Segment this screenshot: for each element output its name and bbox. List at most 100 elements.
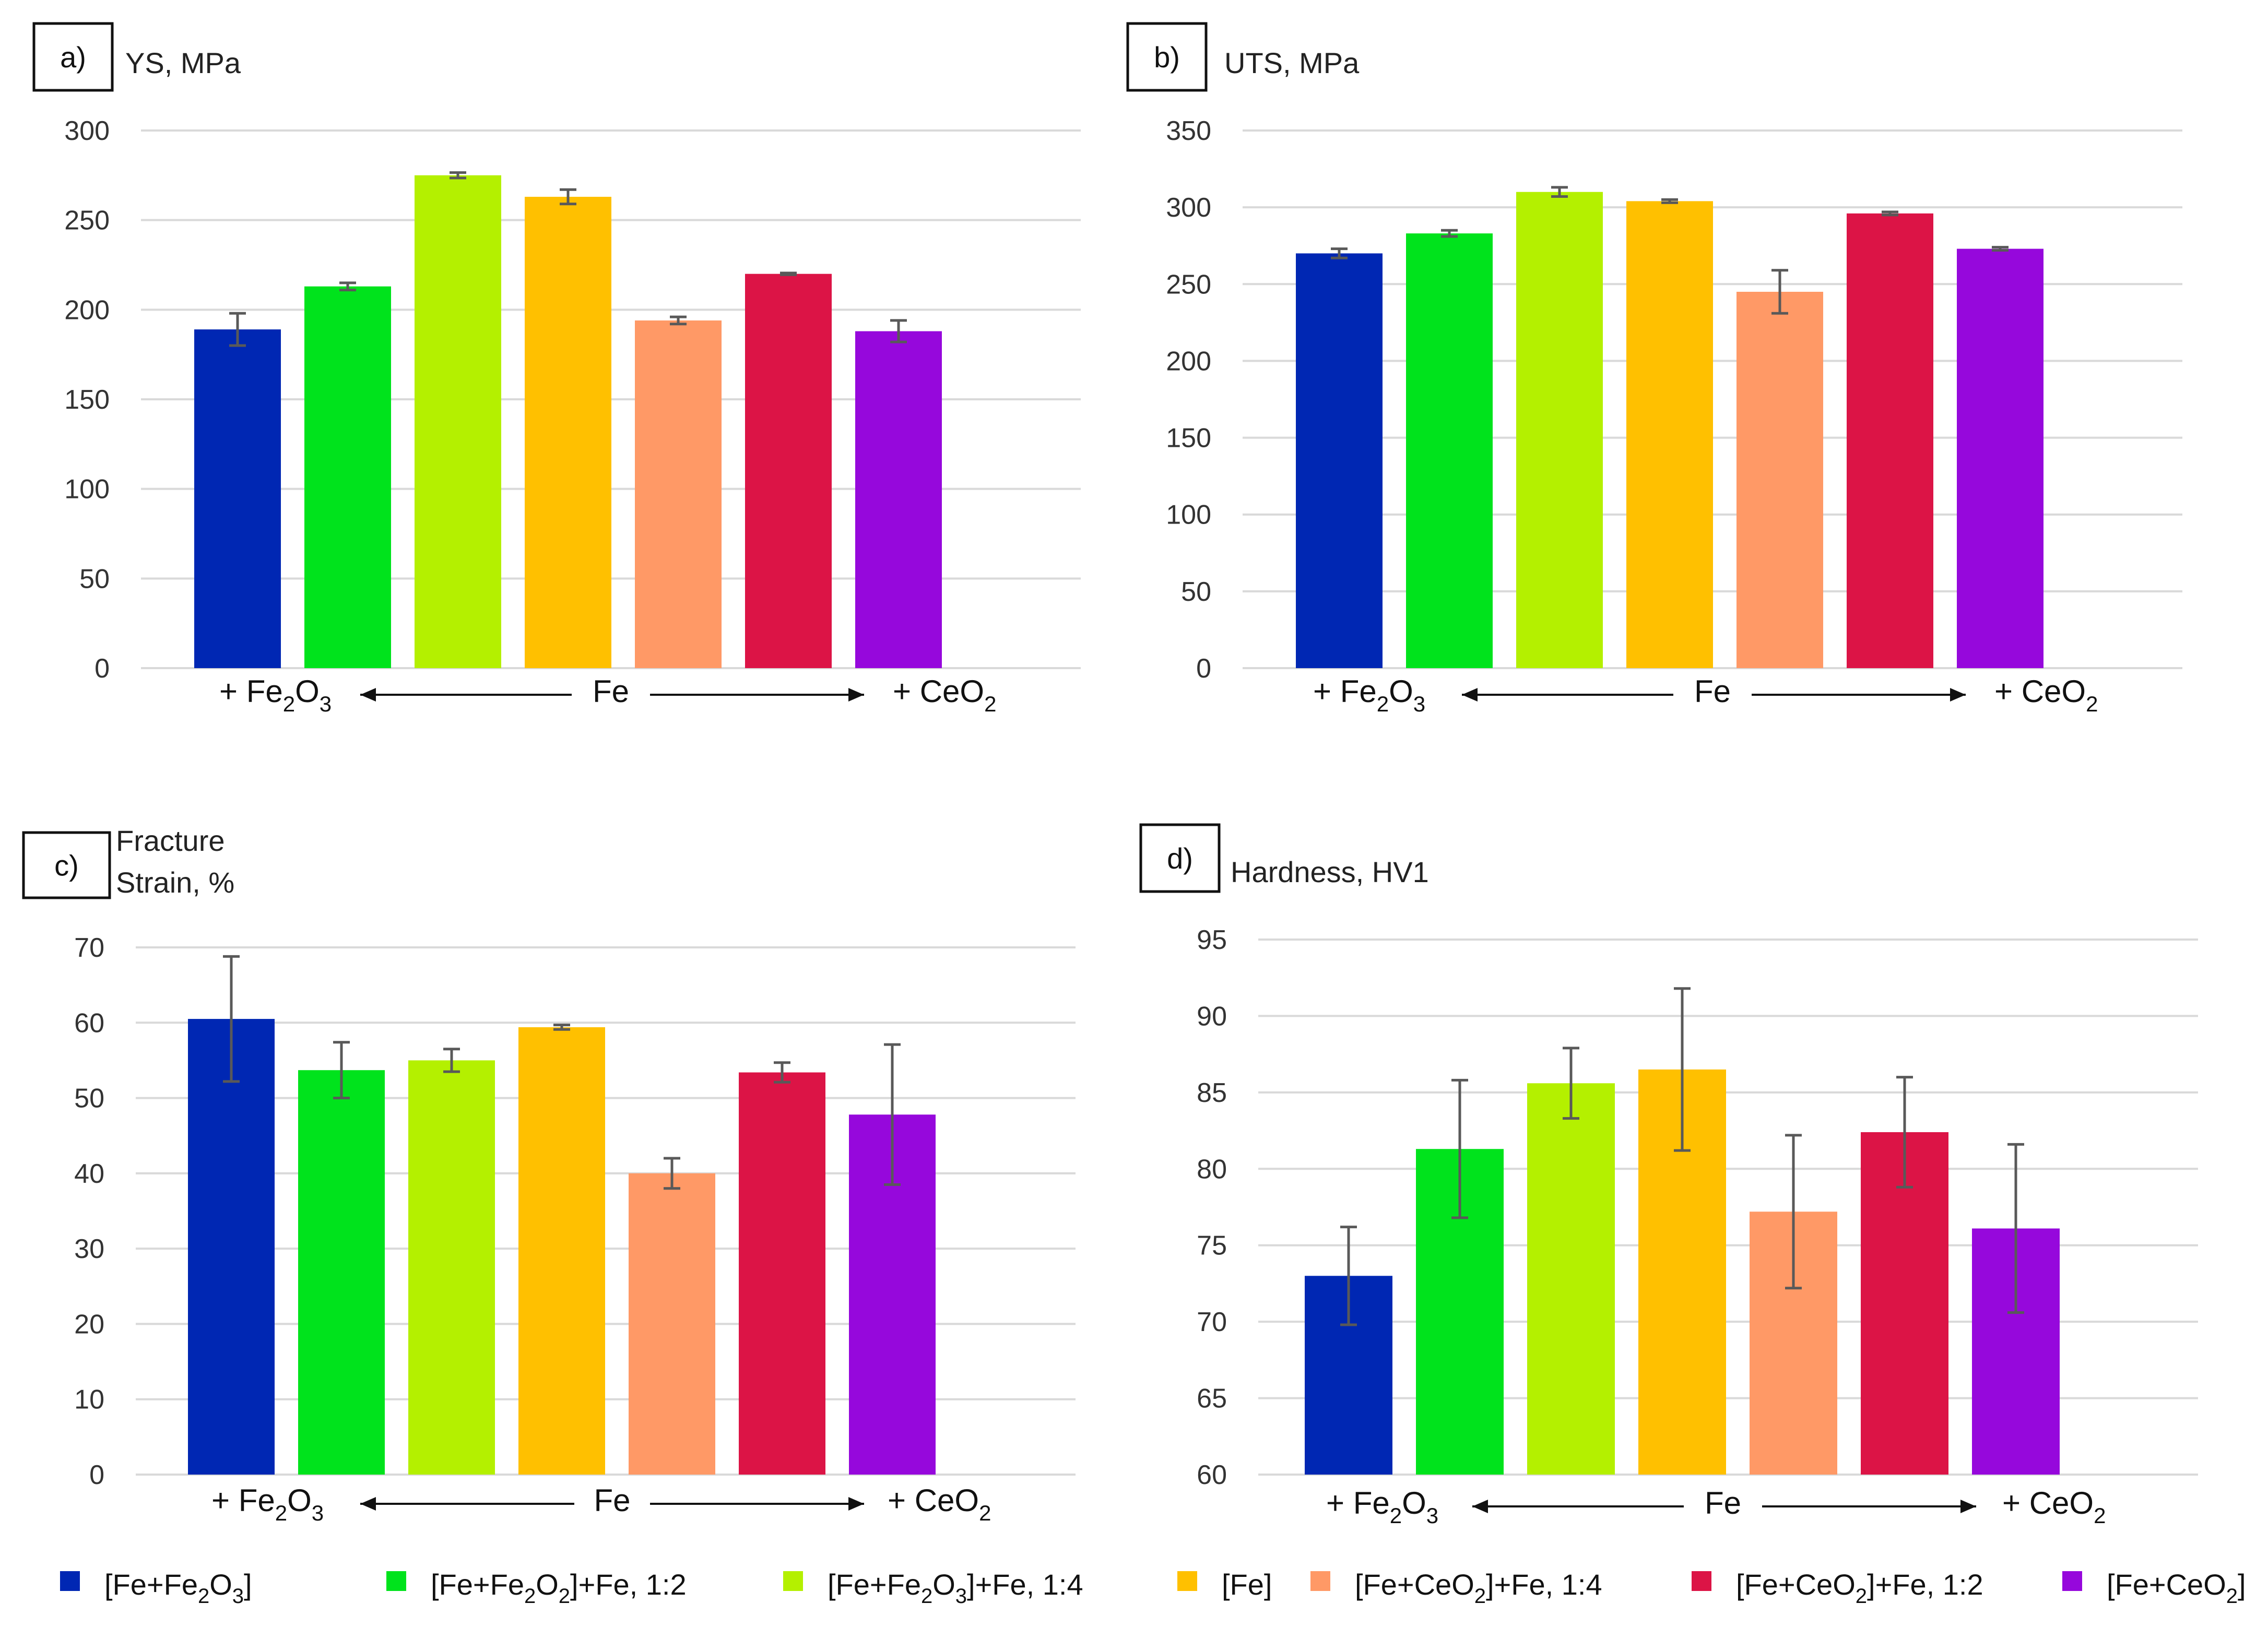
y-tick-label: 70 bbox=[74, 933, 104, 963]
error-bar bbox=[560, 188, 576, 206]
x-annotation-center: Fe bbox=[1705, 1486, 1741, 1521]
y-tick-label: 300 bbox=[64, 116, 110, 146]
error-bar bbox=[339, 281, 356, 292]
bar bbox=[1847, 213, 1933, 668]
error-bar bbox=[1331, 247, 1348, 259]
x-annotation-center: Fe bbox=[1694, 674, 1731, 709]
legend-label: [Fe+CeO2] bbox=[2107, 1568, 2246, 1608]
error-bar bbox=[780, 271, 797, 276]
legend-label: [Fe+CeO2]+Fe, 1:4 bbox=[1355, 1568, 1602, 1608]
y-tick-label: 300 bbox=[1166, 193, 1211, 223]
chart-panel-c: 0 10 20 30 40 50 60 70 c) Fracture Strain, % + Fe2O… bbox=[22, 824, 1076, 1525]
x-annotation-left: + Fe2O3 bbox=[211, 1483, 324, 1525]
error-bar bbox=[1451, 1078, 1468, 1219]
x-direction-arrows bbox=[360, 1497, 864, 1511]
x-annotation-right: + CeO2 bbox=[1994, 674, 2098, 716]
error-bar bbox=[223, 955, 240, 1083]
bar bbox=[304, 286, 391, 668]
x-direction-arrows bbox=[1472, 1500, 1976, 1513]
legend-item: [Fe+Fe2O3]+Fe, 1:4 bbox=[783, 1568, 1083, 1608]
error-bar bbox=[1896, 1076, 1913, 1189]
panel-label: b) bbox=[1154, 41, 1180, 74]
error-bar bbox=[443, 1048, 460, 1073]
panel-label-box bbox=[1126, 22, 1208, 92]
legend-item: [Fe+CeO2] bbox=[2062, 1568, 2246, 1608]
y-tick-label: 60 bbox=[1197, 1460, 1227, 1490]
error-bar bbox=[1674, 987, 1691, 1152]
x-annotation-left: + Fe2O3 bbox=[1313, 674, 1425, 716]
bar bbox=[188, 1019, 275, 1475]
error-bar bbox=[1551, 186, 1568, 198]
bar bbox=[415, 175, 501, 668]
y-tick-label: 0 bbox=[1196, 654, 1211, 684]
y-tick-label: 95 bbox=[1197, 925, 1227, 955]
y-tick-label: 85 bbox=[1197, 1078, 1227, 1108]
bar bbox=[1296, 253, 1383, 668]
legend-label: [Fe] bbox=[1222, 1568, 1272, 1601]
y-tick-label: 40 bbox=[74, 1159, 104, 1189]
bar bbox=[1957, 248, 2043, 669]
legend-swatch bbox=[386, 1571, 406, 1591]
bar bbox=[629, 1173, 715, 1475]
y-tick-label: 80 bbox=[1197, 1154, 1227, 1184]
bar bbox=[1406, 233, 1493, 669]
bar bbox=[194, 329, 281, 668]
bar bbox=[1516, 192, 1603, 668]
y-tick-label: 150 bbox=[64, 385, 110, 415]
x-direction-arrows bbox=[360, 688, 864, 702]
x-annotation-center: Fe bbox=[594, 1483, 630, 1518]
legend-item: [Fe+CeO2]+Fe, 1:4 bbox=[1310, 1568, 1602, 1608]
error-bar bbox=[229, 312, 246, 347]
error-bar bbox=[553, 1024, 570, 1031]
bar bbox=[745, 274, 832, 668]
bar bbox=[635, 320, 722, 668]
error-bar bbox=[664, 1157, 680, 1190]
legend-swatch bbox=[60, 1571, 80, 1591]
legend-item: [Fe] bbox=[1177, 1568, 1272, 1601]
y-tick-label: 150 bbox=[1166, 423, 1211, 454]
chart-panel-b: 0 50 100 150 200 250 300 350 b) UTS, MPa + Fe2O3 Fe… bbox=[1126, 22, 2182, 716]
bar bbox=[1626, 201, 1713, 668]
y-tick-label: 100 bbox=[64, 474, 110, 505]
bar bbox=[1861, 1132, 1948, 1475]
bar bbox=[855, 331, 942, 668]
x-annotation-left: + Fe2O3 bbox=[1326, 1486, 1438, 1528]
x-direction-arrows bbox=[1462, 688, 1966, 702]
y-tick-label: 0 bbox=[89, 1460, 104, 1490]
error-bar bbox=[1882, 210, 1898, 217]
panel-label-box bbox=[1139, 823, 1221, 893]
bar bbox=[518, 1027, 605, 1475]
bar bbox=[525, 197, 611, 668]
error-bar bbox=[670, 315, 687, 326]
y-tick-label: 200 bbox=[1166, 346, 1211, 376]
y-axis-title: Fracture bbox=[116, 824, 225, 857]
bar bbox=[739, 1072, 825, 1475]
y-tick-label: 50 bbox=[1181, 577, 1211, 607]
error-bar bbox=[1992, 246, 2009, 252]
y-tick-label: 75 bbox=[1197, 1231, 1227, 1261]
error-bar bbox=[333, 1041, 350, 1100]
error-bar bbox=[1661, 198, 1678, 204]
y-tick-label: 70 bbox=[1197, 1307, 1227, 1337]
legend: [Fe+Fe2O3] [Fe+Fe2O2]+Fe, 1:2 [Fe+Fe2O3]+F… bbox=[60, 1568, 2246, 1608]
y-tick-label: 50 bbox=[74, 1084, 104, 1114]
y-tick-label: 65 bbox=[1197, 1384, 1227, 1414]
x-annotation-center: Fe bbox=[593, 674, 629, 709]
panel-label-box bbox=[22, 831, 111, 899]
error-bar bbox=[884, 1043, 901, 1186]
bar bbox=[1737, 292, 1823, 668]
legend-swatch bbox=[1177, 1571, 1197, 1591]
y-tick-label: 30 bbox=[74, 1234, 104, 1264]
y-axis-title: Hardness, HV1 bbox=[1231, 856, 1429, 888]
x-annotation-left: + Fe2O3 bbox=[219, 674, 332, 716]
chart-panel-d: 60 65 70 75 80 85 90 95 d) Hardness, HV1 + Fe2O3 Fe… bbox=[1139, 823, 2198, 1528]
y-tick-label: 60 bbox=[74, 1008, 104, 1038]
panel-label-box bbox=[32, 22, 114, 92]
y-tick-label: 250 bbox=[64, 206, 110, 236]
y-tick-label: 0 bbox=[95, 654, 110, 684]
legend-item: [Fe+Fe2O2]+Fe, 1:2 bbox=[386, 1568, 687, 1608]
y-tick-label: 90 bbox=[1197, 1001, 1227, 1031]
legend-swatch bbox=[783, 1571, 803, 1591]
